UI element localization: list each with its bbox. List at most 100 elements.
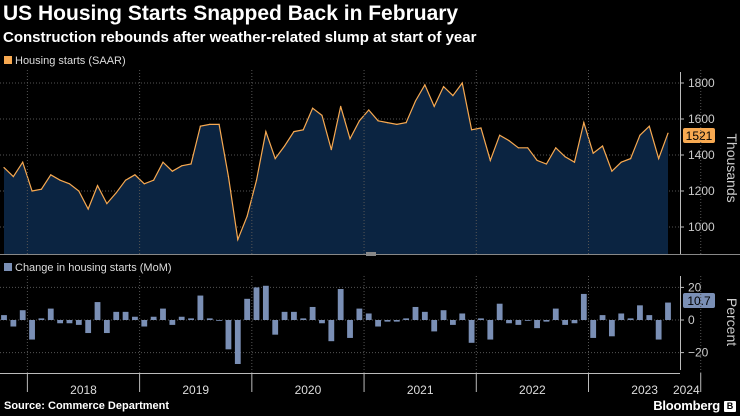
- housing-starts-point: [536, 159, 538, 161]
- housing-starts-point: [87, 208, 89, 210]
- housing-starts-point: [433, 105, 435, 107]
- mom-bar: [216, 320, 222, 321]
- mom-bar: [487, 320, 494, 340]
- housing-starts-point: [50, 174, 52, 176]
- mom-bar: [646, 315, 653, 320]
- mom-bar: [393, 320, 400, 322]
- mom-bar: [300, 318, 307, 320]
- housing-starts-point: [471, 129, 473, 131]
- mom-bar: [281, 311, 288, 320]
- mom-bar: [197, 295, 204, 320]
- housing-starts-point: [377, 120, 379, 122]
- bottom-latest-box: [683, 293, 715, 308]
- mom-bar: [618, 313, 625, 320]
- mom-bar: [141, 320, 148, 327]
- mom-bar: [47, 308, 54, 320]
- mom-bar: [524, 320, 531, 321]
- housing-starts-point: [171, 170, 173, 172]
- housing-starts-point: [667, 132, 669, 134]
- housing-starts-point: [59, 179, 61, 181]
- mom-change-panel: −20 0 20 Change in housing starts (MoM) 10…: [0, 262, 740, 370]
- mom-bar: [543, 320, 550, 322]
- housing-starts-point: [153, 179, 155, 181]
- mom-bar: [562, 320, 569, 325]
- housing-starts-point: [106, 203, 108, 205]
- top-latest-callout: 1521: [683, 128, 715, 143]
- housing-starts-point: [592, 152, 594, 154]
- housing-starts-point: [227, 176, 230, 178]
- mom-bar: [655, 320, 662, 340]
- housing-starts-point: [658, 158, 660, 160]
- top-y-tick-label: 1400: [688, 148, 715, 162]
- mom-bar: [244, 298, 251, 320]
- mom-bar: [57, 320, 64, 324]
- housing-starts-point: [162, 161, 164, 163]
- housing-starts-point: [302, 129, 304, 131]
- mom-bar: [421, 311, 428, 320]
- top-legend-swatch: [4, 56, 12, 64]
- housing-starts-panel: 1000 1200 1400 1600 1800 Housing starts (SAA…: [0, 55, 740, 254]
- housing-starts-point: [601, 145, 604, 147]
- housing-starts-point: [293, 131, 295, 133]
- housing-starts-point: [573, 161, 576, 163]
- bottom-y-tick-label: 20: [688, 280, 702, 294]
- mom-bar: [356, 308, 363, 320]
- bottom-y-tick-label: 0: [688, 313, 695, 327]
- top-latest-value: 1521: [686, 129, 713, 143]
- housing-starts-point: [583, 122, 585, 124]
- mom-bar: [150, 316, 157, 320]
- housing-starts-point: [283, 145, 286, 147]
- mom-bar: [590, 320, 597, 338]
- mom-bar: [1, 315, 7, 320]
- housing-starts-point: [143, 183, 145, 185]
- housing-starts-point: [442, 86, 445, 88]
- housing-starts-point: [517, 147, 519, 149]
- housing-starts-point: [508, 140, 510, 142]
- housing-starts-point: [31, 190, 33, 192]
- mom-bar: [627, 318, 634, 320]
- mom-bar: [412, 306, 419, 320]
- housing-starts-point: [274, 158, 276, 160]
- year-label: 2018: [70, 383, 97, 397]
- mom-bar: [496, 303, 503, 320]
- mom-bar: [272, 320, 279, 335]
- housing-starts-point: [68, 183, 71, 185]
- mom-bar: [431, 320, 438, 332]
- mom-bar: [534, 320, 540, 329]
- mom-bar: [347, 320, 353, 338]
- mom-bar: [384, 320, 391, 322]
- mom-bar: [309, 306, 316, 320]
- mom-bar: [506, 320, 512, 324]
- top-y-unit: Thousands: [724, 133, 740, 202]
- mom-bar: [103, 320, 110, 334]
- mom-bar: [552, 308, 559, 320]
- housing-starts-point: [40, 188, 43, 190]
- housing-starts-point: [78, 190, 80, 192]
- mom-bar: [10, 320, 17, 327]
- year-labels: 2018 2019 2020 2021 2022 2023 2024: [70, 383, 700, 397]
- bottom-y-unit: Percent: [724, 298, 740, 346]
- mom-bar: [665, 302, 671, 320]
- mom-bar: [253, 287, 260, 320]
- mom-bar: [515, 320, 522, 325]
- housing-starts-points: [3, 82, 669, 241]
- year-label: 2021: [407, 383, 434, 397]
- mom-bar: [637, 305, 643, 320]
- mom-bar: [75, 320, 82, 325]
- mom-bar: [365, 313, 372, 320]
- housing-starts-point: [648, 125, 650, 127]
- housing-starts-point: [3, 167, 5, 169]
- housing-starts-point: [134, 174, 136, 176]
- mom-bar: [234, 320, 241, 364]
- source-note: Source: Commerce Department: [4, 400, 170, 412]
- housing-starts-point: [199, 125, 201, 127]
- housing-starts-point: [639, 134, 641, 136]
- housing-starts-point: [340, 105, 342, 107]
- housing-starts-point: [255, 179, 258, 181]
- housing-starts-point: [461, 82, 463, 84]
- housing-starts-point: [181, 165, 183, 167]
- year-label: 2023: [631, 383, 658, 397]
- mom-bar: [440, 310, 447, 320]
- mom-bar: [178, 316, 185, 320]
